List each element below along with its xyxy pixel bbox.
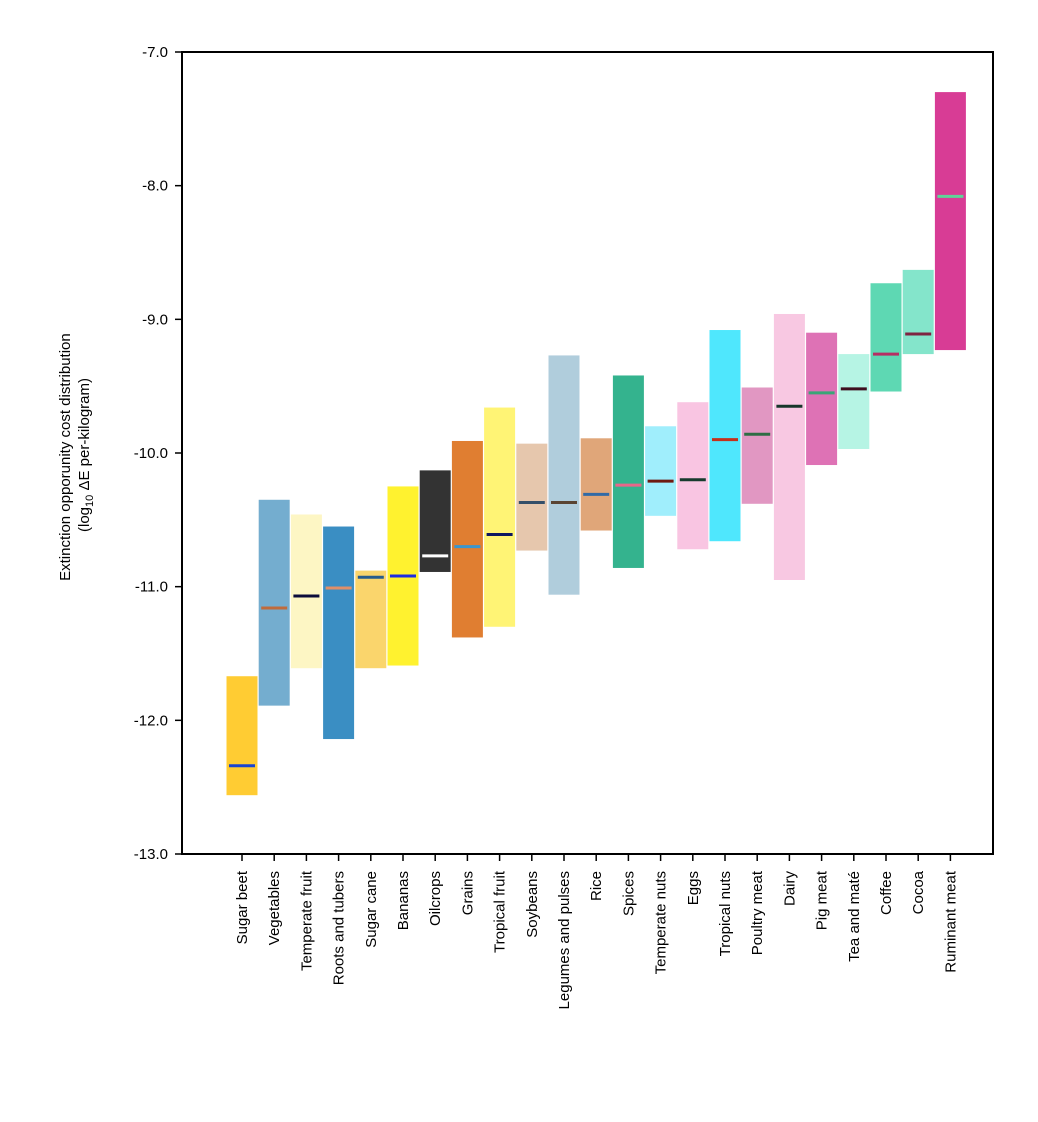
x-tick-label: Roots and tubers — [331, 871, 348, 985]
y-tick-label: -11.0 — [135, 579, 168, 596]
y-tick-label: -9.0 — [142, 311, 168, 328]
range-bar — [741, 387, 773, 504]
x-tick-label: Temperate nuts — [653, 871, 670, 974]
y-tick-label: -13.0 — [134, 846, 168, 863]
x-tick-label: Grains — [459, 871, 476, 915]
y-tick-label: -8.0 — [142, 178, 168, 195]
range-bar — [870, 283, 902, 392]
x-tick-label: Oilcrops — [427, 871, 444, 926]
x-tick-label: Temperate fruit — [298, 870, 315, 971]
range-bar — [773, 313, 805, 580]
x-tick-label: Rice — [588, 871, 605, 901]
y-tick-label: -7.0 — [142, 44, 168, 61]
x-tick-label: Sugar cane — [363, 871, 380, 948]
range-bar — [355, 570, 387, 669]
range-bar — [323, 526, 355, 740]
x-tick-label: Tea and maté — [846, 871, 863, 962]
range-bar — [451, 440, 483, 638]
x-tick-label: Bananas — [395, 871, 412, 930]
y-tick-label: -10.0 — [134, 445, 168, 462]
range-bar — [484, 407, 516, 627]
x-tick-label: Eggs — [685, 871, 702, 905]
medians-layer — [229, 194, 964, 768]
x-tick-label: Sugar beet — [234, 870, 251, 944]
y-tick-label: -12.0 — [134, 712, 168, 729]
range-bar — [677, 402, 709, 550]
y-axis-title-line1: Extinction opporunity cost distribution — [57, 333, 74, 581]
x-tick-label: Coffee — [878, 871, 895, 915]
x-tick-label: Tropical nuts — [717, 871, 734, 956]
range-bar — [548, 355, 580, 595]
y-axis-title-line2: (log10 ΔE per-kilogram) — [76, 378, 96, 532]
x-axis: Sugar beet Vegetables Temperate fruit Roots… — [234, 854, 959, 1009]
x-tick-label: Vegetables — [266, 871, 283, 945]
x-tick-label: Poultry meat — [749, 870, 766, 955]
range-bar — [226, 676, 258, 796]
boxes-layer — [226, 92, 966, 796]
x-tick-label: Dairy — [781, 871, 798, 907]
x-tick-label: Pig meat — [814, 870, 831, 930]
range-bar — [838, 354, 870, 449]
range-bar — [580, 438, 612, 531]
range-bar — [806, 332, 838, 466]
x-tick-label: Soybeans — [524, 871, 541, 938]
range-bar — [612, 375, 644, 568]
y-axis-title-subscript: 10 — [84, 495, 96, 507]
y-axis: -13.0 -12.0 -11.0 -10.0 -9.0 -8.0 -7.0 — [134, 44, 182, 863]
range-bar — [290, 514, 322, 669]
range-bar — [709, 330, 741, 542]
y-axis-title: Extinction opporunity cost distribution … — [57, 329, 96, 581]
range-bar — [516, 443, 548, 551]
range-bar — [645, 426, 677, 516]
x-tick-label: Spices — [620, 871, 637, 916]
x-tick-label: Ruminant meat — [942, 870, 959, 973]
x-tick-label: Tropical fruit — [492, 870, 509, 953]
range-bar — [902, 269, 934, 355]
range-bar — [934, 92, 966, 351]
x-tick-label: Legumes and pulses — [556, 871, 573, 1009]
x-tick-label: Cocoa — [910, 870, 927, 914]
range-bar — [258, 499, 290, 706]
